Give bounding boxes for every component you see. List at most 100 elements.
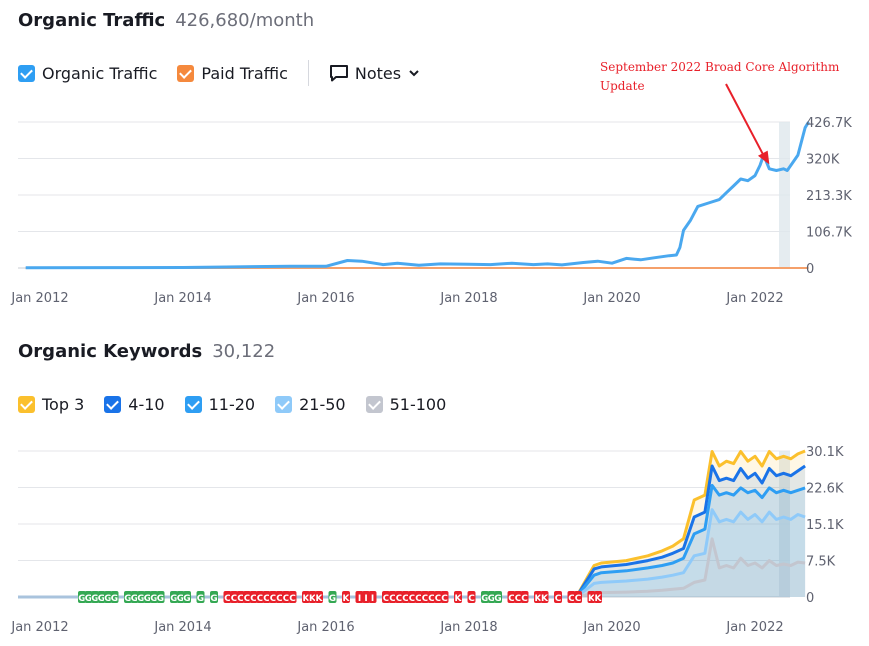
marker-glyph: C (283, 594, 290, 604)
note-marker-icon[interactable] (440, 591, 449, 603)
note-marker-icon[interactable] (256, 591, 264, 603)
note-marker-icon[interactable] (236, 591, 245, 603)
series-area-11-20 (25, 485, 806, 597)
note-marker-icon[interactable] (594, 591, 602, 603)
note-marker-icon[interactable] (427, 591, 436, 603)
traffic-y-tick-label: 106.7K (806, 226, 852, 241)
note-marker-icon[interactable] (249, 591, 258, 603)
google-update-marker-icon[interactable] (97, 591, 106, 603)
google-update-marker-icon[interactable] (487, 591, 496, 603)
legend-21-50[interactable]: 21-50 (275, 395, 346, 414)
google-update-marker-icon[interactable] (156, 591, 165, 603)
note-marker-icon[interactable] (388, 591, 397, 603)
note-marker-icon[interactable] (395, 591, 403, 603)
note-marker-icon[interactable] (507, 591, 516, 603)
note-marker-icon[interactable] (282, 591, 290, 603)
note-marker-icon[interactable] (243, 591, 251, 603)
google-update-marker-icon[interactable] (84, 591, 93, 603)
legend-51-100[interactable]: 51-100 (365, 395, 446, 414)
google-update-marker-icon[interactable] (91, 591, 99, 603)
checkbox-icon[interactable] (18, 395, 35, 413)
note-marker-icon[interactable] (401, 591, 410, 603)
marker-glyph: C (575, 594, 582, 604)
google-update-marker-icon[interactable] (481, 591, 489, 603)
keywords-y-tick-label: 15.1K (806, 518, 844, 533)
checkbox-icon[interactable] (104, 395, 122, 413)
traffic-chart: 0 106.7K 213.3K 320K 426.7K Jan 2012 Jan 2014 J… (10, 83, 852, 306)
traffic-x-tick-label: Jan 2016 (296, 291, 354, 306)
note-marker-icon[interactable] (315, 591, 323, 603)
note-marker-icon[interactable] (275, 591, 284, 603)
legend-label: 4-10 (128, 394, 165, 414)
note-marker-icon[interactable] (434, 591, 442, 603)
note-marker-icon[interactable] (574, 591, 582, 603)
marker-glyph: G (144, 594, 151, 604)
legend-label: Top 3 (42, 394, 85, 414)
note-marker-icon[interactable] (408, 591, 416, 603)
checkbox-icon[interactable] (365, 395, 383, 413)
legend-top-3[interactable]: Top 3 (18, 395, 84, 414)
legend-divider (307, 60, 309, 86)
note-marker-icon[interactable] (514, 591, 522, 603)
note-marker-icon[interactable] (520, 591, 529, 603)
note-marker-icon[interactable] (302, 591, 310, 603)
notes-dropdown[interactable]: Notes (329, 64, 428, 83)
note-marker-icon[interactable] (262, 591, 271, 603)
legend-4-10[interactable]: 4-10 (104, 394, 165, 414)
marker-glyph: C (422, 594, 429, 604)
note-marker-icon[interactable] (308, 591, 317, 603)
note-marker-icon[interactable] (421, 591, 429, 603)
google-update-marker-icon[interactable] (176, 591, 185, 603)
note-marker-icon[interactable] (467, 591, 476, 603)
note-marker-icon[interactable] (554, 591, 562, 603)
traffic-partial-period-band (779, 122, 790, 268)
google-update-marker-icon[interactable] (150, 591, 158, 603)
series-area-top-3 (25, 451, 806, 597)
legend-organic-traffic[interactable]: Organic Traffic (18, 64, 157, 83)
marker-glyph: I (364, 594, 367, 604)
note-marker-icon[interactable] (269, 591, 277, 603)
traffic-y-tick-label: 426.7K (806, 116, 852, 131)
checkbox-icon[interactable] (275, 395, 293, 413)
google-update-marker-icon[interactable] (210, 591, 218, 603)
google-update-marker-icon[interactable] (110, 591, 119, 603)
google-update-marker-icon[interactable] (494, 591, 502, 603)
google-update-marker-icon[interactable] (183, 591, 191, 603)
note-marker-icon[interactable] (567, 591, 576, 603)
legend-11-20[interactable]: 11-20 (184, 395, 255, 414)
note-marker-icon[interactable] (587, 591, 596, 603)
google-update-marker-icon[interactable] (104, 591, 112, 603)
legend-paid-traffic[interactable]: Paid Traffic (177, 64, 288, 83)
google-update-marker-icon[interactable] (196, 591, 205, 603)
checkbox-icon[interactable] (184, 395, 202, 413)
marker-glyph: G (157, 594, 164, 604)
keywords-title: Organic Keywords (18, 341, 203, 362)
google-update-marker-icon[interactable] (78, 591, 86, 603)
note-marker-icon[interactable] (454, 591, 462, 603)
marker-glyph: C (250, 594, 257, 604)
note-marker-icon[interactable] (362, 591, 370, 603)
note-marker-icon[interactable] (540, 591, 549, 603)
google-update-marker-icon[interactable] (170, 591, 178, 603)
checkbox-icon[interactable] (177, 64, 195, 82)
marker-glyph: C (555, 594, 562, 604)
note-marker-icon[interactable] (368, 591, 377, 603)
traffic-x-tick-label: Jan 2014 (153, 291, 211, 306)
note-marker-icon[interactable] (342, 591, 350, 603)
note-marker-icon[interactable] (355, 591, 364, 603)
note-marker-icon[interactable] (223, 591, 232, 603)
note-marker-icon[interactable] (230, 591, 238, 603)
checkbox-icon[interactable] (18, 64, 35, 82)
google-update-marker-icon[interactable] (137, 591, 145, 603)
note-marker-icon[interactable] (414, 591, 423, 603)
google-update-marker-icon[interactable] (328, 591, 337, 603)
note-marker-icon[interactable] (288, 591, 297, 603)
marker-glyph: I (371, 594, 374, 604)
marker-glyph: K (535, 594, 543, 604)
note-marker-icon[interactable] (382, 591, 390, 603)
note-marker-icon[interactable] (534, 591, 542, 603)
google-update-marker-icon[interactable] (124, 591, 132, 603)
google-update-marker-icon[interactable] (143, 591, 152, 603)
google-update-marker-icon[interactable] (130, 591, 139, 603)
